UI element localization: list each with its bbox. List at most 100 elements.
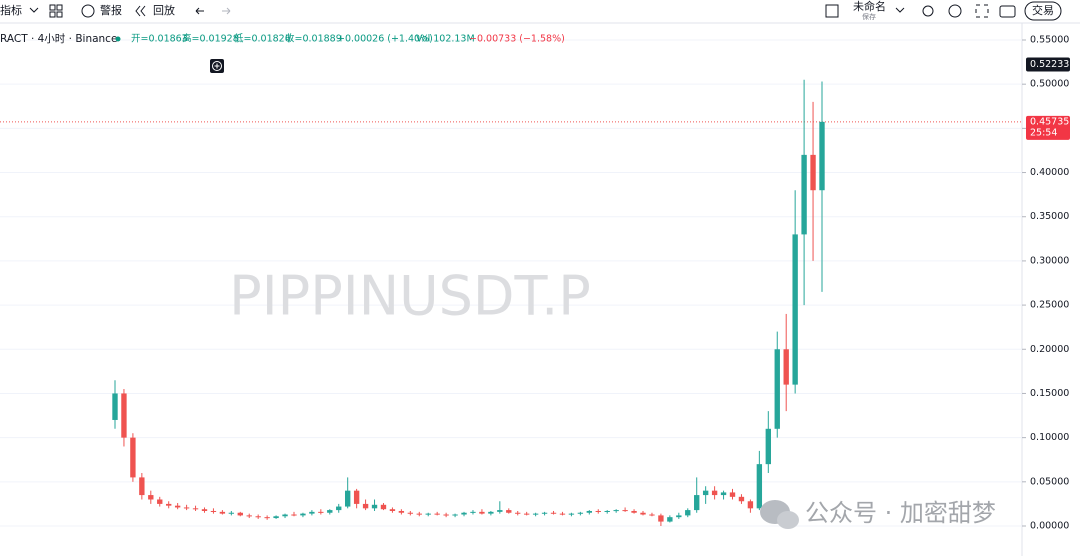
candle-body [121,393,127,438]
countdown-label: 25:54 [1030,127,1057,138]
candle-body [747,501,754,509]
candle-body [819,121,825,191]
candle-body [398,510,405,513]
candle-body [792,234,798,385]
candle-body [264,517,270,519]
status-dot [115,36,121,42]
candle-body [729,492,736,497]
candle-body [506,510,512,513]
undo-icon[interactable] [195,7,204,15]
candle-body [300,513,306,516]
candle-body [112,393,118,420]
layout-icon[interactable] [56,11,63,18]
candle-body [443,514,449,516]
candle-body [336,506,342,511]
add-icon[interactable] [212,61,222,71]
candle-body [273,516,279,519]
candle-body [523,513,530,515]
candle-body [479,511,485,514]
candle-body [130,437,136,478]
candle-body [541,512,548,514]
candle-body [389,509,396,511]
candle-body [586,510,593,513]
alert-button[interactable]: 警报 [100,3,122,17]
last-price-label-bg [1026,115,1070,140]
high-marker-label-bg [1026,57,1070,72]
trade-label[interactable]: 交易 [1032,3,1054,17]
replay-button[interactable]: 回放 [153,3,175,17]
candle-body [658,515,664,522]
candle-body [353,490,360,504]
candle-body [192,508,199,510]
candle-body [362,503,369,509]
candle-body [667,517,673,522]
replay-icon[interactable] [135,5,146,17]
search-icon[interactable] [922,5,934,17]
candle-body [604,510,610,512]
y-tick-label: 0.40000 [1030,167,1069,178]
y-tick-label: 0.30000 [1030,255,1069,266]
footer-watermark: 公众号 · 加密甜梦 [760,499,996,529]
y-tick-label: 0.10000 [1030,432,1069,443]
candle-body [246,515,252,517]
add-icon[interactable] [214,63,220,69]
layout-icon[interactable] [49,11,56,18]
candle-body [676,515,682,518]
symbol-label: RACT · 4小时 · Binance [0,33,117,45]
candle-body [219,511,226,514]
screenshot-icon[interactable] [999,5,1016,18]
candle-body [702,490,709,496]
save-status: 保存 [862,12,876,21]
legend-volume: Vol 102.13M [416,34,475,45]
legend-change: +0.00026 (+1.40%) [337,34,433,45]
dropdown-icon[interactable] [29,7,39,13]
alert-icon[interactable] [81,4,95,18]
candle-body [738,496,745,502]
layout-icon[interactable] [56,4,63,11]
legend-high: 高=0.01928 [182,33,239,45]
symbol-watermark: PIPPINUSDT.P [229,265,591,328]
candle-body [237,512,243,516]
candle-body [694,495,700,511]
candle-body [183,507,190,509]
indicators-button[interactable]: 指标 [0,3,22,17]
candles [112,79,825,526]
layout-icon[interactable] [49,4,56,11]
redo-icon[interactable] [222,7,231,15]
settings-icon[interactable] [948,4,962,18]
candle-body [559,513,566,515]
y-tick-label: 0.05000 [1030,476,1069,487]
high-marker-label: 0.52233 [1030,59,1069,70]
candle-body [291,514,297,516]
candle-body [174,505,181,508]
candle-body [783,349,789,385]
candle-body [568,513,575,515]
grid [0,39,1022,527]
candle-body [613,510,619,512]
candle-body [318,511,324,513]
price-axis: 0.00000 0.05000 0.10000 0.15000 0.20000 0.250… [1022,35,1070,532]
legend-open: 开=0.01863 [131,34,188,45]
candle-body [720,492,727,496]
legend: RACT · 4小时 · Binance 开=0.01863 高=0.01928… [0,33,565,73]
candle-body [157,499,163,504]
candle-body [685,510,691,516]
toolbar: 指标 警报 回放 未命名 保存 交易 [0,0,1080,24]
candle-body [452,514,458,516]
candle-body [756,464,763,509]
candle-body [532,513,539,515]
fullscreen-icon[interactable] [975,4,989,18]
candle-body [139,477,145,496]
layout-name[interactable]: 未命名 [853,0,886,13]
wechat-icon [777,511,799,529]
candle-body [228,512,235,514]
candle-body [810,154,816,191]
candle-body [309,511,315,514]
y-tick-label: 0.35000 [1030,211,1069,222]
checkbox[interactable] [825,4,839,18]
candle-body [774,349,780,429]
trade-button[interactable] [1024,1,1062,21]
candle-body [801,154,807,235]
dropdown-icon[interactable] [895,7,905,13]
